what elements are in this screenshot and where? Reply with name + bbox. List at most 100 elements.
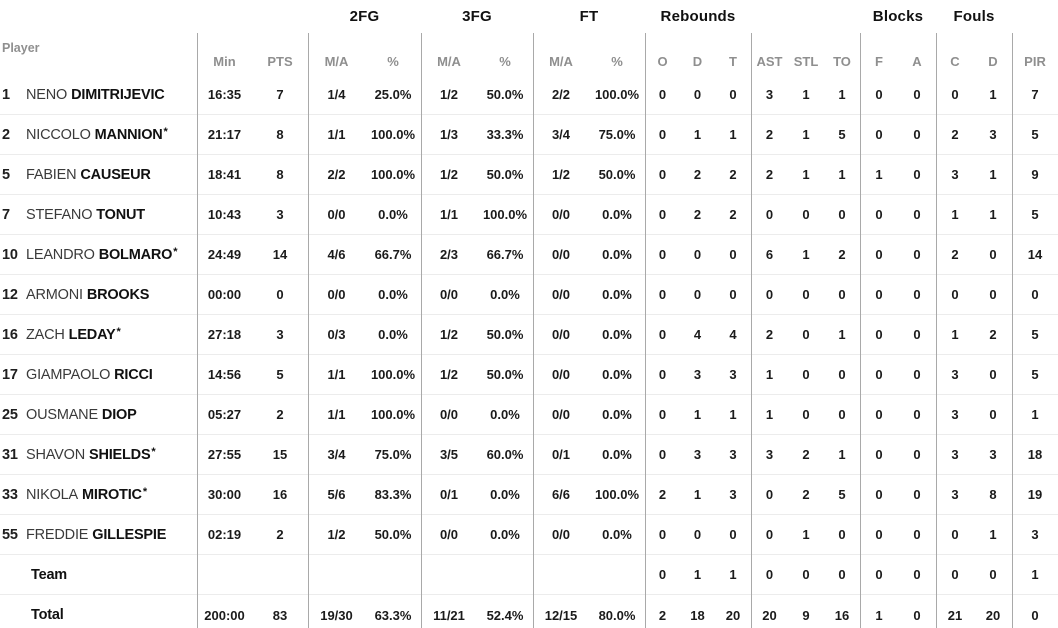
stat-ast: 20 (762, 607, 777, 623)
stat-stl: 1 (802, 127, 810, 142)
col-header-ast: AST (756, 54, 783, 69)
player-cell: 2 NICCOLO MANNION* (0, 127, 197, 143)
stat-reb-d: 0 (693, 247, 702, 262)
stat-reb-o: 2 (658, 487, 667, 502)
stat-2fg-ma: 0/3 (327, 327, 346, 342)
stat-reb-t: 2 (729, 207, 737, 222)
stat-foul-d: 3 (989, 127, 997, 142)
stat-3fg-ma: 1/1 (439, 207, 459, 222)
stat-pts: 16 (272, 487, 288, 502)
stat-foul-d: 8 (989, 487, 997, 502)
stat-reb-o: 0 (658, 367, 667, 382)
stat-foul-c: 1 (951, 327, 959, 342)
stat-reb-d: 3 (693, 367, 702, 382)
stat-ft-pct: 75.0% (598, 127, 636, 142)
stat-blk-a: 0 (913, 247, 921, 262)
group-header-ft: FT (579, 8, 599, 25)
stat-min: 30:00 (207, 487, 242, 502)
player-number: 5 (2, 166, 10, 183)
stat-foul-c: 0 (951, 87, 959, 102)
player-number: 16 (2, 326, 18, 343)
stat-stl: 1 (802, 167, 810, 182)
stat-ft-ma: 1/2 (551, 167, 571, 182)
stat-2fg-ma: 0/0 (327, 287, 346, 302)
player-number: 7 (2, 206, 10, 223)
stat-pir: 3 (1031, 527, 1039, 542)
stat-pts: 15 (272, 447, 288, 462)
stat-to: 5 (838, 487, 846, 502)
col-header-2fg-ma: M/A (324, 54, 349, 69)
player-cell: 55 FREDDIE GILLESPIE (0, 527, 197, 543)
stat-3fg-pct: 100.0% (482, 207, 528, 222)
stat-reb-d: 0 (693, 527, 702, 542)
stat-3fg-ma: 3/5 (439, 447, 459, 462)
group-header-rebounds: Rebounds (660, 8, 736, 25)
stat-pir: 0 (1031, 287, 1039, 302)
stat-stl: 0 (802, 207, 810, 222)
stat-pir: 7 (1031, 87, 1039, 102)
table-row: 1 NENO DIMITRIJEVIC 16:35 7 1/4 25.0% 1/2 … (0, 75, 1058, 115)
stat-2fg-pct: 100.0% (370, 167, 416, 182)
stat-ft-ma: 0/0 (551, 247, 571, 262)
stat-reb-t: 0 (729, 247, 737, 262)
stat-ft-ma: 0/1 (551, 447, 571, 462)
stat-blk-f: 0 (875, 127, 883, 142)
stat-2fg-pct: 100.0% (370, 367, 416, 382)
stat-reb-o: 0 (658, 447, 667, 462)
stat-foul-d: 3 (989, 447, 997, 462)
stat-ft-pct: 0.0% (602, 207, 632, 222)
stat-2fg-ma: 3/4 (327, 447, 346, 462)
stat-3fg-pct: 0.0% (490, 287, 520, 302)
stat-blk-f: 1 (875, 607, 883, 623)
player-last-name: CAUSEUR (80, 166, 151, 183)
stat-ft-pct: 0.0% (602, 287, 632, 302)
table-row: 31 SHAVON SHIELDS* 27:55 15 3/4 75.0% 3/5 … (0, 435, 1058, 475)
stat-foul-d: 1 (989, 167, 997, 182)
player-cell: Team (0, 567, 197, 583)
stat-reb-t: 20 (725, 607, 741, 623)
stat-foul-c: 0 (951, 527, 959, 542)
stat-ast: 0 (765, 527, 774, 542)
stat-to: 16 (834, 607, 850, 623)
stat-blk-a: 0 (913, 367, 921, 382)
stat-3fg-pct: 50.0% (486, 367, 524, 382)
stat-blk-f: 1 (875, 167, 883, 182)
stat-min: 16:35 (207, 87, 242, 102)
stat-3fg-ma: 1/3 (439, 127, 459, 142)
column-divider (860, 33, 861, 628)
stat-reb-o: 0 (658, 167, 667, 182)
col-header-foul-d: D (988, 54, 998, 69)
stat-min: 02:19 (207, 527, 242, 542)
group-header-row: 2FG 3FG FT Rebounds Blocks Fouls (0, 0, 1058, 33)
table-row: 5 FABIEN CAUSEUR 18:41 8 2/2 100.0% 1/2 50… (0, 155, 1058, 195)
stat-reb-o: 0 (658, 87, 667, 102)
column-divider (645, 33, 646, 628)
table-row: 25 OUSMANE DIOP 05:27 2 1/1 100.0% 0/0 0.0… (0, 395, 1058, 435)
stat-reb-o: 0 (658, 527, 667, 542)
table-row: 33 NIKOLA MIROTIC* 30:00 16 5/6 83.3% 0/1 … (0, 475, 1058, 515)
stat-reb-t: 3 (729, 367, 737, 382)
stat-to: 2 (838, 247, 846, 262)
stat-reb-d: 1 (693, 487, 702, 502)
stat-pts: 7 (276, 87, 284, 102)
player-last-name: DIOP (101, 406, 137, 423)
stat-reb-t: 1 (729, 127, 737, 142)
stat-to: 0 (838, 567, 846, 582)
stat-3fg-ma: 1/2 (439, 327, 459, 342)
stat-2fg-pct: 100.0% (370, 407, 416, 422)
stat-2fg-pct: 25.0% (374, 87, 412, 102)
player-number: 12 (2, 286, 18, 303)
player-number: 2 (2, 126, 10, 143)
player-last-name: BROOKS (86, 286, 150, 303)
stat-min: 27:18 (207, 327, 242, 342)
stat-ft-pct: 0.0% (602, 447, 632, 462)
stat-ft-pct: 0.0% (602, 407, 632, 422)
stat-pts: 83 (272, 607, 288, 623)
player-last-name: TONUT (96, 206, 145, 223)
stat-ft-ma: 0/0 (551, 527, 571, 542)
stat-foul-c: 3 (951, 407, 959, 422)
col-header-pts: PTS (267, 54, 293, 69)
stat-reb-t: 2 (729, 167, 737, 182)
stat-3fg-pct: 0.0% (490, 487, 520, 502)
